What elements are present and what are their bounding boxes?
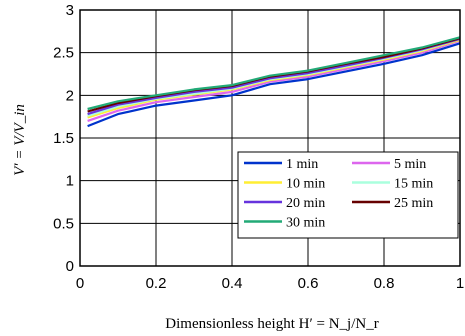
x-tick-label: 0.8 [374,275,395,292]
y-tick-label: 1 [66,173,74,190]
series-line-30-min [87,36,461,111]
y-tick-labels: 0 0.5 1 1.5 2 2.5 3 [53,2,74,275]
legend-label: 15 min [394,177,433,192]
series-lines [87,36,461,128]
legend-box [237,151,459,239]
x-tick-label: 0.4 [222,275,243,292]
x-tick-labels: 0 0.2 0.4 0.6 0.8 1 [76,275,464,292]
series-line-5-min [87,39,461,122]
legend-label: 20 min [286,196,325,211]
legend-label: 25 min [394,196,433,211]
legend-label: 1 min [286,157,318,172]
x-tick-label: 0 [76,275,84,292]
y-tick-label: 0.5 [53,215,74,232]
x-tick-label: 1 [456,275,464,292]
legend-label: 10 min [286,177,325,192]
legend-label: 30 min [286,216,325,231]
x-tick-label: 0.2 [146,275,167,292]
y-tick-label: 1.5 [53,130,74,147]
legend-label: 5 min [394,157,426,172]
y-tick-label: 2 [66,87,74,104]
y-tick-label: 3 [66,2,74,19]
y-tick-label: 0 [66,258,74,275]
legend: 1 min 5 min 10 min 15 min 20 min 25 min 30 min [237,151,459,239]
x-tick-label: 0.6 [298,275,319,292]
series-line-1-min [87,42,461,128]
y-tick-label: 2.5 [53,45,74,62]
plot-frame [79,9,461,267]
y-axis-label: V′ = V/V_in [12,104,28,176]
x-axis-label: Dimensionless height H′ = N_j/N_r [165,316,378,332]
